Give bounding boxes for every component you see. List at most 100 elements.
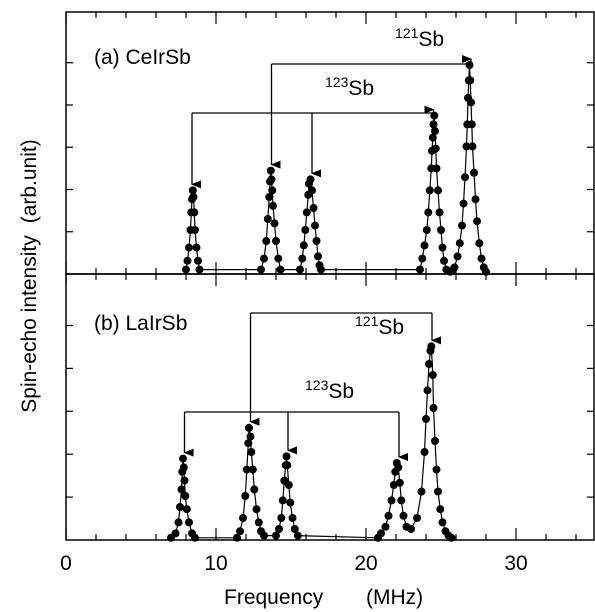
data-point bbox=[308, 186, 316, 195]
data-point bbox=[432, 465, 441, 474]
x-tick-labels: 0 10 20 30 bbox=[60, 552, 528, 575]
data-point bbox=[431, 144, 440, 153]
data-point bbox=[450, 263, 459, 272]
annotation-text: Sb bbox=[328, 380, 354, 403]
data-point bbox=[263, 215, 272, 223]
panel-b-label: (b) LaIrSb bbox=[94, 312, 187, 335]
data-point bbox=[185, 518, 193, 527]
data-point bbox=[276, 265, 285, 274]
data-point bbox=[468, 142, 477, 151]
data-point bbox=[174, 518, 183, 527]
data-point bbox=[470, 168, 478, 177]
data-point bbox=[423, 386, 432, 395]
annotation-sup: 121 bbox=[355, 313, 379, 329]
data-point bbox=[244, 439, 253, 448]
data-point bbox=[461, 173, 469, 182]
data-point bbox=[459, 199, 468, 208]
data-point bbox=[428, 371, 437, 379]
data-point bbox=[274, 254, 283, 263]
data-point bbox=[288, 514, 297, 522]
data-point bbox=[312, 237, 321, 245]
data-point bbox=[420, 448, 429, 456]
data-point bbox=[458, 221, 466, 230]
x-tick-label: 0 bbox=[60, 552, 72, 575]
data-point bbox=[477, 254, 486, 263]
data-point bbox=[428, 133, 437, 142]
data-point bbox=[471, 195, 480, 204]
data-point bbox=[447, 533, 456, 542]
data-point bbox=[306, 175, 315, 184]
data-point bbox=[236, 527, 244, 536]
data-point bbox=[465, 61, 474, 69]
data-point bbox=[435, 208, 444, 217]
y-axis-unit: (arb.unit) bbox=[18, 139, 41, 223]
data-point bbox=[181, 492, 190, 500]
annotation-sup: 121 bbox=[395, 25, 419, 41]
data-point bbox=[389, 481, 398, 489]
data-point bbox=[260, 254, 268, 263]
data-point bbox=[299, 241, 308, 250]
data-point bbox=[191, 533, 199, 542]
data-point bbox=[171, 529, 180, 538]
data-point bbox=[192, 243, 201, 252]
data-point bbox=[438, 518, 447, 527]
data-point bbox=[293, 531, 302, 540]
data-point bbox=[455, 239, 464, 248]
data-point bbox=[272, 531, 280, 540]
data-point bbox=[436, 505, 445, 514]
data-point bbox=[434, 487, 442, 496]
data-point bbox=[254, 518, 263, 527]
data-point bbox=[301, 226, 310, 234]
data-point bbox=[440, 256, 448, 265]
data-point bbox=[272, 237, 280, 245]
data-point bbox=[267, 175, 276, 184]
data-point bbox=[394, 463, 403, 472]
data-point bbox=[183, 256, 192, 265]
x-tick-label: 10 bbox=[204, 552, 227, 575]
data-point bbox=[268, 186, 277, 195]
data-point bbox=[270, 219, 279, 228]
data-point bbox=[278, 496, 287, 505]
data-point bbox=[417, 487, 426, 496]
data-point bbox=[466, 76, 475, 85]
data-point bbox=[314, 252, 322, 261]
data-point bbox=[182, 265, 190, 274]
annotation-label: 121Sb bbox=[355, 313, 404, 339]
data-point bbox=[473, 217, 481, 226]
annotation-text: Sb bbox=[348, 77, 374, 100]
data-point bbox=[275, 525, 283, 533]
y-axis-label-main: Spin-echo intensity bbox=[18, 235, 41, 413]
data-point bbox=[397, 496, 406, 505]
series-line bbox=[185, 64, 487, 273]
data-point bbox=[260, 531, 268, 540]
data-point bbox=[420, 241, 429, 250]
data-point bbox=[179, 454, 187, 463]
data-point bbox=[185, 243, 193, 252]
data-point bbox=[427, 342, 436, 351]
data-point bbox=[431, 437, 439, 445]
data-point bbox=[195, 265, 204, 274]
data-point bbox=[302, 208, 311, 217]
data-point bbox=[432, 164, 441, 173]
data-point bbox=[266, 166, 275, 175]
data-point bbox=[265, 193, 274, 201]
data-point bbox=[399, 511, 408, 520]
data-point bbox=[422, 415, 430, 423]
annotation-label: 123Sb bbox=[325, 74, 374, 100]
data-point bbox=[290, 525, 299, 533]
data-point bbox=[429, 404, 438, 412]
data-point bbox=[245, 423, 253, 432]
annotation-text: Sb bbox=[378, 316, 404, 339]
data-point bbox=[407, 525, 415, 533]
panel-b-frame bbox=[65, 273, 595, 541]
data-point bbox=[194, 256, 202, 265]
data-point bbox=[283, 461, 292, 470]
data-point bbox=[282, 452, 291, 461]
data-point bbox=[188, 186, 197, 195]
annotation-sup: 123 bbox=[305, 377, 329, 393]
data-point bbox=[182, 505, 191, 514]
series-line bbox=[170, 346, 452, 539]
data-point bbox=[242, 465, 251, 474]
axis-ticks bbox=[65, 12, 594, 540]
